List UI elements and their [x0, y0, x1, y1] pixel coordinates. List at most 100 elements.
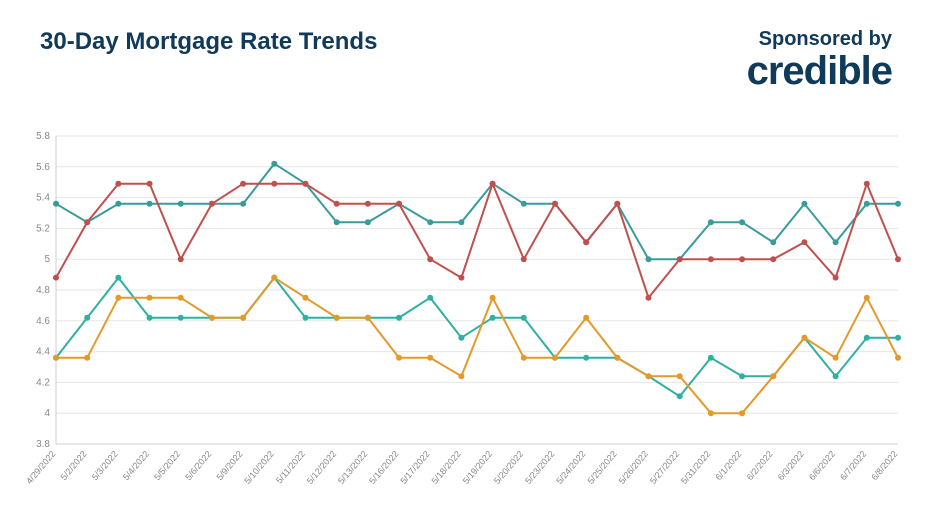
y-tick: 5.4	[36, 193, 50, 204]
x-tick: 5/5/2022	[152, 449, 182, 482]
line-chart-svg: 3.844.24.44.64.855.25.45.65.84/29/20225/…	[24, 128, 908, 506]
svg-text:4.8: 4.8	[36, 285, 50, 296]
data-point	[646, 295, 652, 301]
svg-text:5.6: 5.6	[36, 162, 50, 173]
data-point	[677, 393, 683, 399]
sponsor-block: Sponsored by credible	[747, 28, 892, 94]
data-point	[864, 201, 870, 207]
x-tick: 5/23/2022	[523, 449, 556, 486]
data-point	[209, 315, 215, 321]
svg-text:6/7/2022: 6/7/2022	[838, 449, 868, 482]
data-point	[396, 201, 402, 207]
x-tick: 5/31/2022	[679, 449, 712, 486]
data-point	[458, 219, 464, 225]
svg-text:5/16/2022: 5/16/2022	[367, 449, 400, 486]
svg-text:6/1/2022: 6/1/2022	[713, 449, 743, 482]
y-tick: 5	[44, 254, 50, 265]
data-point	[677, 256, 683, 262]
y-tick: 5.6	[36, 162, 50, 173]
data-point	[365, 219, 371, 225]
svg-text:5/13/2022: 5/13/2022	[336, 449, 369, 486]
svg-text:6/2/2022: 6/2/2022	[745, 449, 775, 482]
data-point	[801, 335, 807, 341]
svg-text:4.6: 4.6	[36, 316, 50, 327]
data-point	[614, 355, 620, 361]
data-point	[271, 161, 277, 167]
data-point	[833, 239, 839, 245]
data-point	[739, 373, 745, 379]
data-point	[458, 373, 464, 379]
svg-text:5/10/2022: 5/10/2022	[242, 449, 275, 486]
data-point	[490, 181, 496, 187]
x-tick: 5/24/2022	[554, 449, 587, 486]
sponsor-brand-logo: credible	[747, 49, 892, 94]
svg-text:6/3/2022: 6/3/2022	[776, 449, 806, 482]
data-point	[521, 256, 527, 262]
x-tick: 5/17/2022	[398, 449, 431, 486]
data-point	[739, 410, 745, 416]
sponsor-label: Sponsored by	[747, 28, 892, 51]
svg-text:5/9/2022: 5/9/2022	[214, 449, 244, 482]
data-point	[864, 181, 870, 187]
x-tick: 6/8/2022	[869, 449, 899, 482]
data-point	[365, 315, 371, 321]
svg-text:5.8: 5.8	[36, 131, 50, 142]
data-point	[147, 181, 153, 187]
x-tick: 5/13/2022	[336, 449, 369, 486]
data-point	[147, 295, 153, 301]
data-point	[115, 275, 121, 281]
data-point	[614, 201, 620, 207]
data-point	[833, 355, 839, 361]
data-point	[365, 201, 371, 207]
x-tick: 5/20/2022	[492, 449, 525, 486]
data-point	[53, 275, 59, 281]
y-tick: 4.8	[36, 285, 50, 296]
x-tick: 4/29/2022	[24, 449, 57, 486]
x-tick: 6/1/2022	[713, 449, 743, 482]
svg-text:6/8/2022: 6/8/2022	[869, 449, 899, 482]
data-point	[396, 355, 402, 361]
data-point	[646, 373, 652, 379]
x-tick: 5/6/2022	[183, 449, 213, 482]
data-point	[427, 256, 433, 262]
data-point	[490, 295, 496, 301]
x-tick: 6/2/2022	[745, 449, 775, 482]
x-tick: 5/3/2022	[90, 449, 120, 482]
data-point	[178, 295, 184, 301]
x-tick: 5/26/2022	[617, 449, 650, 486]
data-point	[147, 315, 153, 321]
data-point	[583, 315, 589, 321]
data-point	[209, 201, 215, 207]
x-tick: 5/4/2022	[121, 449, 151, 482]
svg-text:5/19/2022: 5/19/2022	[461, 449, 494, 486]
data-point	[178, 256, 184, 262]
data-point	[521, 355, 527, 361]
data-point	[833, 373, 839, 379]
data-point	[801, 201, 807, 207]
x-tick: 6/3/2022	[776, 449, 806, 482]
data-point	[770, 373, 776, 379]
data-point	[271, 275, 277, 281]
svg-text:5/3/2022: 5/3/2022	[90, 449, 120, 482]
data-point	[84, 315, 90, 321]
data-point	[864, 335, 870, 341]
data-point	[895, 335, 901, 341]
y-tick: 4.2	[36, 377, 50, 388]
chart-area: 3.844.24.44.64.855.25.45.65.84/29/20225/…	[24, 128, 908, 506]
svg-text:5/18/2022: 5/18/2022	[430, 449, 463, 486]
svg-text:5: 5	[44, 254, 50, 265]
svg-text:5/11/2022: 5/11/2022	[274, 449, 307, 486]
x-tick: 5/19/2022	[461, 449, 494, 486]
data-point	[490, 315, 496, 321]
data-point	[770, 239, 776, 245]
data-point	[895, 256, 901, 262]
data-point	[334, 219, 340, 225]
data-point	[801, 239, 807, 245]
y-tick: 4.6	[36, 316, 50, 327]
x-tick: 5/10/2022	[242, 449, 275, 486]
svg-text:5/27/2022: 5/27/2022	[648, 449, 681, 486]
svg-text:4/29/2022: 4/29/2022	[24, 449, 57, 486]
data-point	[396, 315, 402, 321]
svg-text:3.8: 3.8	[36, 439, 50, 450]
svg-text:5/5/2022: 5/5/2022	[152, 449, 182, 482]
